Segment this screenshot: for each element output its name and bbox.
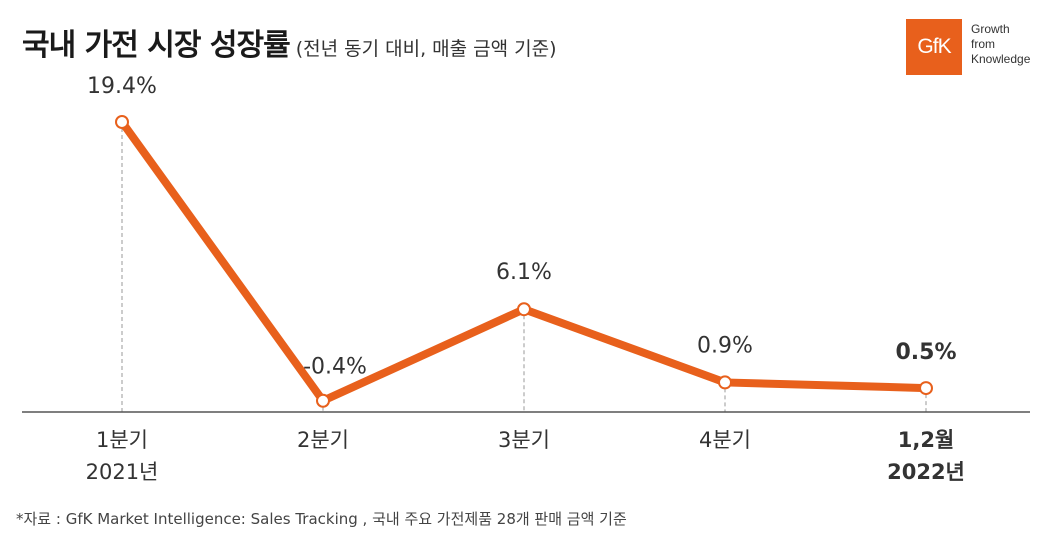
gfk-logo: GfK [906,19,962,75]
data-point-4 [718,375,732,390]
gfk-logo-text: GfK [917,35,951,58]
tagline-line-3: Knowledge [971,52,1031,66]
logo-tagline: Growth from Knowledge [971,22,1055,67]
data-label-3: 6.1% [496,260,552,285]
x-tick-label-2: 2분기 [297,428,349,452]
data-point-3 [517,302,531,317]
data-label-2: -0.4% [303,355,367,380]
chart-title: 국내 가전 시장 성장률 [22,28,291,63]
tagline-line-1: Growth [971,22,1010,36]
x-tick-label-4: 4분기 [699,428,751,452]
line-chart: 19.4% -0.4% 6.1% 0.9% 0.5% 1분기 2021년 2분기 3분기 4분기 1… [22,74,1030,484]
tagline-line-2: from [971,37,995,51]
data-label-5: 0.5% [895,340,956,365]
data-point-5 [919,381,933,396]
source-footnote: *자료 : GfK Market Intelligence: Sales Tra… [16,510,627,528]
x-tick-label-1: 1분기 [96,428,148,452]
x-tick-label-5: 1,2월 [898,428,955,452]
x-tick-year-1: 2021년 [86,460,159,484]
data-point-1 [115,115,129,129]
data-label-1: 19.4% [87,74,157,99]
chart-subtitle: (전년 동기 대비, 매출 금액 기준) [295,38,557,60]
title-row: 국내 가전 시장 성장률 (전년 동기 대비, 매출 금액 기준) [22,20,557,64]
x-tick-year-5: 2022년 [887,460,965,484]
x-tick-label-3: 3분기 [498,428,550,452]
data-label-4: 0.9% [697,333,753,358]
data-point-2 [316,393,330,408]
